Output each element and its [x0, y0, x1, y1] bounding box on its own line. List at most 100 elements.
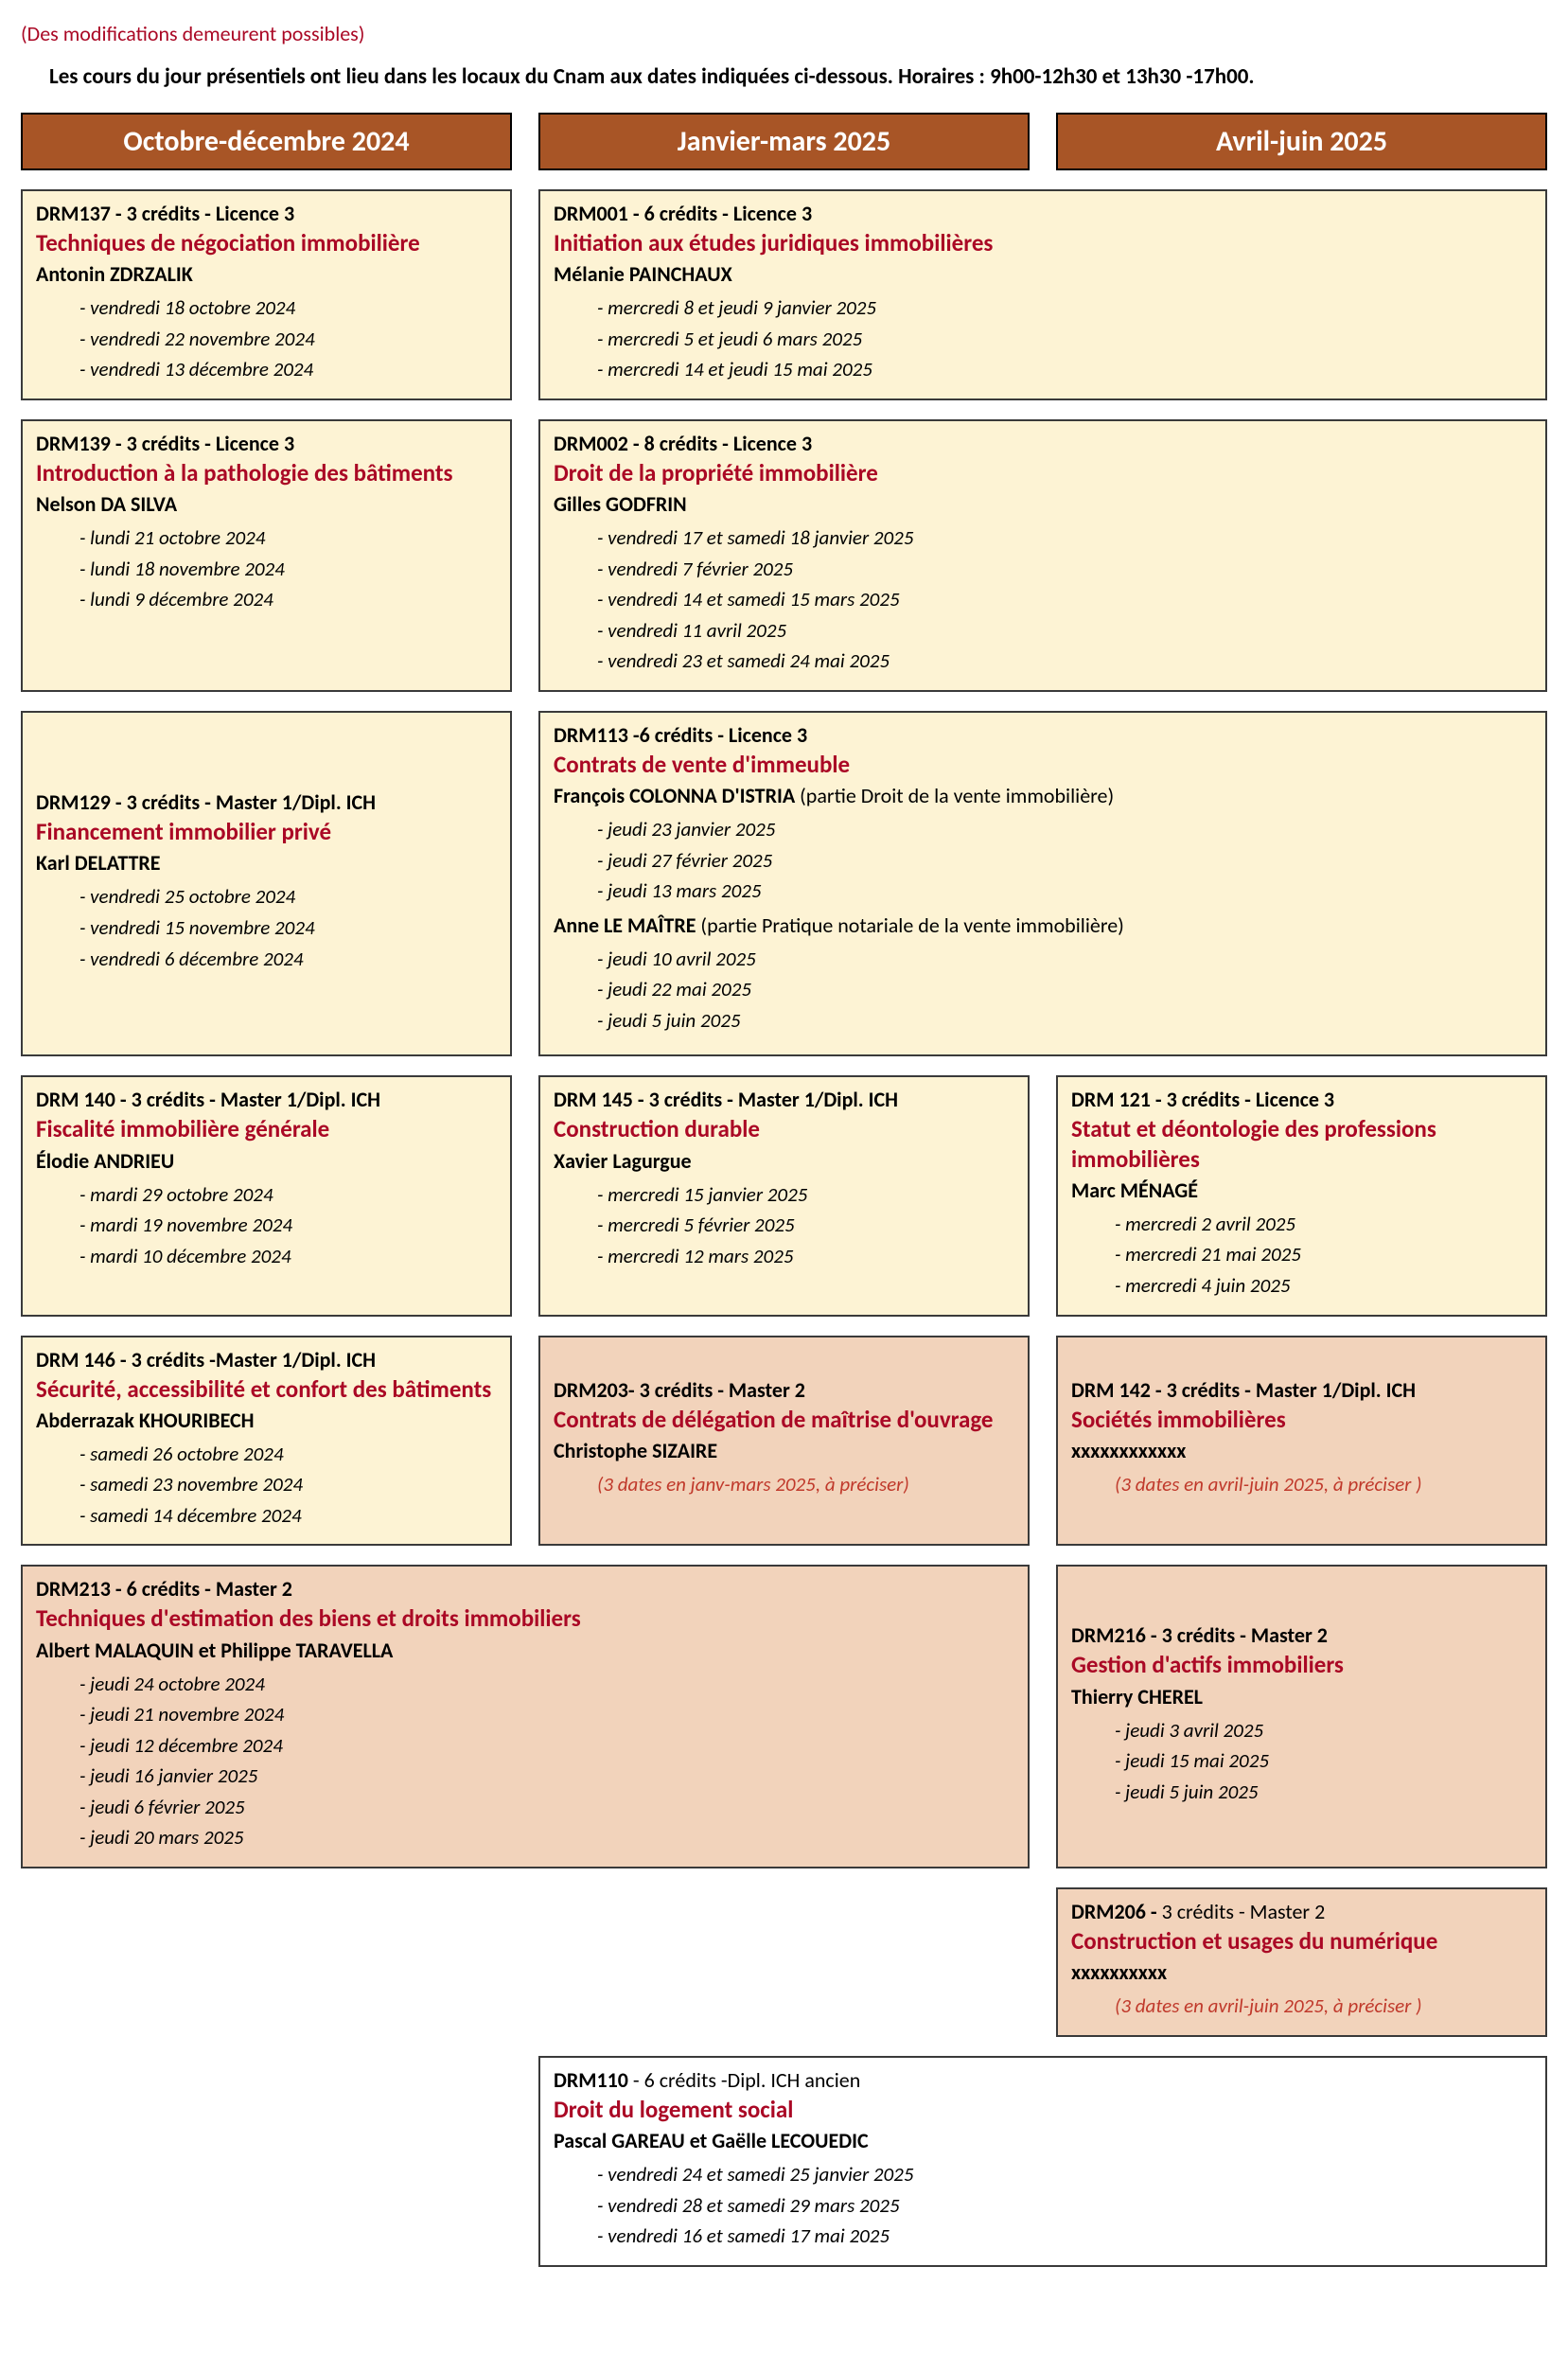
course-dates: - vendredi 24 et samedi 25 janvier 2025 …	[554, 2159, 1532, 2252]
course-instructor: Mélanie PAINCHAUX	[554, 261, 1532, 287]
course-instructor: Albert MALAQUIN et Philippe TARAVELLA	[36, 1638, 1014, 1663]
course-instructor: Thierry CHEREL	[1071, 1684, 1532, 1709]
date-line: - jeudi 23 janvier 2025	[597, 814, 1532, 845]
course-dates: - mercredi 8 et jeudi 9 janvier 2025 - m…	[554, 292, 1532, 385]
course-dates: - jeudi 10 avril 2025 - jeudi 22 mai 202…	[554, 944, 1532, 1036]
course-code: DRM129 - 3 crédits - Master 1/Dipl. ICH	[36, 789, 497, 815]
date-line: - jeudi 22 mai 2025	[597, 974, 1532, 1005]
code-strong: DRM110	[554, 2067, 628, 2093]
course-instructor: xxxxxxxxxx	[1071, 1959, 1532, 1985]
course-title: Construction et usages du numérique	[1071, 1926, 1532, 1956]
col-header-oct-dec: Octobre-décembre 2024	[21, 113, 512, 170]
date-line: - jeudi 20 mars 2025	[79, 1822, 1014, 1853]
schedule-grid: Octobre-décembre 2024 Janvier-mars 2025 …	[21, 113, 1547, 2267]
card-drm001: DRM001 - 6 crédits - Licence 3 Initiatio…	[538, 189, 1547, 400]
card-drm002: DRM002 - 8 crédits - Licence 3 Droit de …	[538, 419, 1547, 692]
instructor-name: Anne LE MAÎTRE	[554, 912, 696, 938]
col-header-apr-jun: Avril-juin 2025	[1056, 113, 1547, 170]
date-line: (3 dates en janv-mars 2025, à préciser)	[597, 1469, 1014, 1500]
blank-cell	[538, 1887, 1030, 2037]
card-drm137: DRM137 - 3 crédits - Licence 3 Technique…	[21, 189, 512, 400]
course-code: DRM 140 - 3 crédits - Master 1/Dipl. ICH	[36, 1087, 497, 1112]
course-code: DRM113 -6 crédits - Licence 3	[554, 722, 1532, 748]
date-line: (3 dates en avril-juin 2025, à préciser …	[1115, 1469, 1532, 1500]
course-code: DRM137 - 3 crédits - Licence 3	[36, 201, 497, 226]
course-code: DRM 146 - 3 crédits -Master 1/Dipl. ICH	[36, 1347, 497, 1372]
date-line: - vendredi 23 et samedi 24 mai 2025	[597, 646, 1532, 677]
card-drm121: DRM 121 - 3 crédits - Licence 3 Statut e…	[1056, 1075, 1547, 1316]
date-line: - jeudi 13 mars 2025	[597, 876, 1532, 907]
date-line: - mercredi 12 mars 2025	[597, 1241, 1014, 1272]
course-instructor: Pascal GAREAU et Gaëlle LECOUEDIC	[554, 2128, 1532, 2153]
date-line: - vendredi 15 novembre 2024	[79, 912, 497, 944]
card-drm203: DRM203- 3 crédits - Master 2 Contrats de…	[538, 1336, 1030, 1547]
course-code: DRM002 - 8 crédits - Licence 3	[554, 431, 1532, 456]
course-title: Contrats de délégation de maîtrise d'ouv…	[554, 1405, 1014, 1434]
date-line: - mercredi 8 et jeudi 9 janvier 2025	[597, 292, 1532, 324]
date-line: - jeudi 3 avril 2025	[1115, 1715, 1532, 1746]
course-dates: - jeudi 24 octobre 2024 - jeudi 21 novem…	[36, 1669, 1014, 1853]
card-drm206: DRM206 - 3 crédits - Master 2 Constructi…	[1056, 1887, 1547, 2037]
course-dates: - mercredi 15 janvier 2025 - mercredi 5 …	[554, 1179, 1014, 1272]
course-title: Statut et déontologie des professions im…	[1071, 1114, 1532, 1174]
date-line: - mercredi 4 juin 2025	[1115, 1270, 1532, 1302]
date-line: - jeudi 16 janvier 2025	[79, 1761, 1014, 1792]
course-code: DRM 145 - 3 crédits - Master 1/Dipl. ICH	[554, 1087, 1014, 1112]
date-line: - vendredi 14 et samedi 15 mars 2025	[597, 584, 1532, 615]
date-line: - mercredi 14 et jeudi 15 mai 2025	[597, 354, 1532, 385]
card-drm216: DRM216 - 3 crédits - Master 2 Gestion d'…	[1056, 1565, 1547, 1868]
course-title: Construction durable	[554, 1114, 1014, 1143]
date-line: - samedi 26 octobre 2024	[79, 1439, 497, 1470]
card-drm146: DRM 146 - 3 crédits -Master 1/Dipl. ICH …	[21, 1336, 512, 1547]
course-dates: - jeudi 3 avril 2025 - jeudi 15 mai 2025…	[1071, 1715, 1532, 1808]
date-line: - jeudi 10 avril 2025	[597, 944, 1532, 975]
course-dates: - vendredi 25 octobre 2024 - vendredi 15…	[36, 881, 497, 974]
course-dates: - mardi 29 octobre 2024 - mardi 19 novem…	[36, 1179, 497, 1272]
intro-text: Les cours du jour présentiels ont lieu d…	[49, 63, 1547, 90]
course-instructor: Christophe SIZAIRE	[554, 1438, 1014, 1463]
card-drm139: DRM139 - 3 crédits - Licence 3 Introduct…	[21, 419, 512, 692]
date-line: - vendredi 28 et samedi 29 mars 2025	[597, 2190, 1532, 2222]
date-line: - mercredi 5 février 2025	[597, 1210, 1014, 1241]
date-line: - vendredi 22 novembre 2024	[79, 324, 497, 355]
date-line: - lundi 9 décembre 2024	[79, 584, 497, 615]
course-instructor: xxxxxxxxxxxx	[1071, 1438, 1532, 1463]
course-code: DRM206 - 3 crédits - Master 2	[1071, 1899, 1532, 1924]
top-note: (Des modifications demeurent possibles)	[21, 21, 1547, 46]
card-drm129: DRM129 - 3 crédits - Master 1/Dipl. ICH …	[21, 711, 512, 1057]
course-instructor: Antonin ZDRZALIK	[36, 261, 497, 287]
card-drm145: DRM 145 - 3 crédits - Master 1/Dipl. ICH…	[538, 1075, 1030, 1316]
date-line: - jeudi 12 décembre 2024	[79, 1730, 1014, 1762]
blank-cell	[21, 1887, 512, 2037]
card-drm110: DRM110 - 6 crédits -Dipl. ICH ancien Dro…	[538, 2056, 1547, 2267]
course-instructor: Élodie ANDRIEU	[36, 1148, 497, 1174]
date-line: - jeudi 5 juin 2025	[1115, 1777, 1532, 1808]
date-line: - vendredi 25 octobre 2024	[79, 881, 497, 912]
date-line: - samedi 23 novembre 2024	[79, 1469, 497, 1500]
course-dates: (3 dates en avril-juin 2025, à préciser …	[1071, 1469, 1532, 1500]
course-title: Financement immobilier privé	[36, 817, 497, 846]
course-instructor: Nelson DA SILVA	[36, 491, 497, 517]
course-title: Introduction à la pathologie des bâtimen…	[36, 458, 497, 487]
course-title: Techniques d'estimation des biens et dro…	[36, 1603, 1014, 1633]
course-code: DRM203- 3 crédits - Master 2	[554, 1377, 1014, 1403]
date-line: - lundi 21 octobre 2024	[79, 522, 497, 554]
card-drm142: DRM 142 - 3 crédits - Master 1/Dipl. ICH…	[1056, 1336, 1547, 1547]
date-line: - lundi 18 novembre 2024	[79, 554, 497, 585]
date-line: - jeudi 15 mai 2025	[1115, 1745, 1532, 1777]
date-line: - vendredi 24 et samedi 25 janvier 2025	[597, 2159, 1532, 2190]
date-line: - vendredi 6 décembre 2024	[79, 944, 497, 975]
date-line: - mercredi 15 janvier 2025	[597, 1179, 1014, 1211]
date-line: - samedi 14 décembre 2024	[79, 1500, 497, 1532]
date-line: - jeudi 5 juin 2025	[597, 1005, 1532, 1036]
course-title: Techniques de négociation immobilière	[36, 228, 497, 257]
course-title: Droit du logement social	[554, 2095, 1532, 2124]
date-line: - mardi 10 décembre 2024	[79, 1241, 497, 1272]
card-drm113: DRM113 -6 crédits - Licence 3 Contrats d…	[538, 711, 1547, 1057]
course-code: DRM110 - 6 crédits -Dipl. ICH ancien	[554, 2067, 1532, 2093]
course-dates: - vendredi 18 octobre 2024 - vendredi 22…	[36, 292, 497, 385]
date-line: - mercredi 21 mai 2025	[1115, 1239, 1532, 1270]
date-line: - mercredi 5 et jeudi 6 mars 2025	[597, 324, 1532, 355]
course-instructor: Anne LE MAÎTRE (partie Pratique notarial…	[554, 912, 1532, 938]
date-line: - mercredi 2 avril 2025	[1115, 1209, 1532, 1240]
